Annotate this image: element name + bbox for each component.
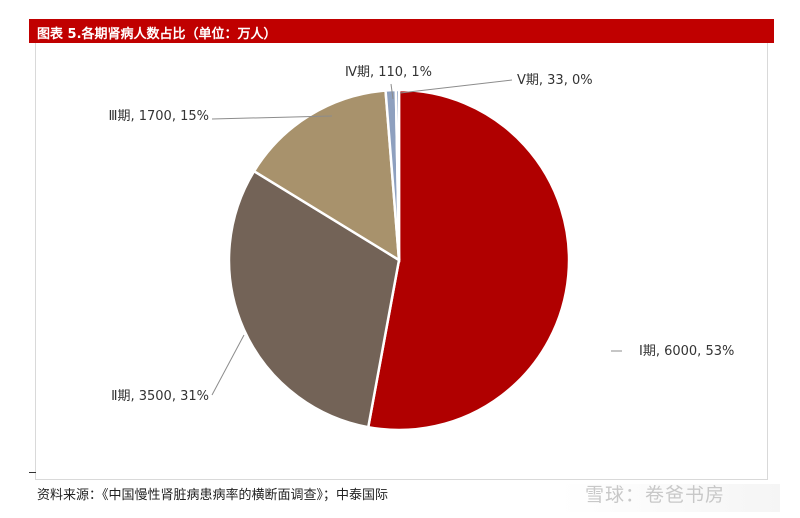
watermark-background [560, 484, 780, 512]
chart-title: 图表 5.各期肾病人数占比（单位：万人） [37, 27, 277, 42]
pie-slice-1 [366, 88, 571, 432]
data-label-5: Ⅴ期, 33, 0% [517, 73, 593, 88]
frame-bottom-line [35, 479, 768, 480]
chart-frame [35, 43, 768, 480]
leader-line-2 [211, 334, 245, 396]
leader-line-3 [211, 115, 333, 120]
data-label-3: Ⅲ期, 1700, 15% [109, 109, 209, 124]
data-label-4: Ⅳ期, 110, 1% [345, 65, 432, 80]
pie-slice-5 [394, 88, 401, 261]
chart-title-bar: 图表 5.各期肾病人数占比（单位：万人） [29, 19, 774, 43]
data-labels: Ⅰ期, 6000, 53% Ⅱ期, 3500, 31% Ⅲ期, 1700, 15% Ⅳ… [109, 65, 735, 404]
leader-lines [211, 79, 622, 396]
leader-line-4 [390, 83, 394, 100]
watermark: 雪球：卷爸书房 [585, 484, 726, 506]
pie-slices [227, 88, 571, 432]
pie-slice-3 [252, 89, 401, 263]
source-note: 资料来源：《中国慢性肾脏病患病率的横断面调查》；中泰国际 [37, 488, 389, 503]
data-label-1: Ⅰ期, 6000, 53% [639, 344, 734, 359]
data-label-2: Ⅱ期, 3500, 31% [111, 389, 209, 404]
frame-corner-tick [29, 472, 36, 473]
leader-line-5 [399, 79, 513, 94]
